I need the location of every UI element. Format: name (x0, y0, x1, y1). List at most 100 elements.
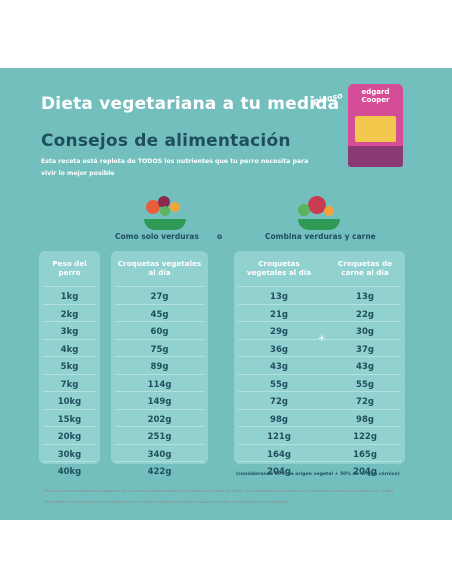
column-header-weight: Peso del perro (52, 259, 87, 277)
meat-vegetable-bowl-icon (294, 192, 344, 230)
table-cell-meat: 98g (356, 414, 374, 425)
bowl-plate (144, 219, 186, 230)
table-cell-veg-only: 202g (147, 414, 172, 425)
row-divider (43, 408, 96, 410)
table-cell-meat: 72g (356, 397, 374, 407)
row-divider (43, 391, 96, 392)
table-cell-weight: 1kg (60, 292, 79, 302)
bowl-plate (298, 219, 340, 230)
table-cell-meat: 37g (356, 344, 374, 355)
row-divider (115, 321, 204, 322)
section-title: Consejos de alimentación (41, 131, 291, 151)
table-cell-veg-only: 149g (147, 397, 172, 407)
brand-logo: edgard Cooper (361, 88, 390, 104)
table-cell-weight: 7kg (60, 379, 79, 390)
carrot-icon (324, 206, 334, 216)
table-cell-veg-only: 45g (150, 309, 169, 320)
table-cell-meat: 43g (356, 362, 374, 372)
row-divider (115, 443, 204, 445)
table-cell-meat: 204g (353, 467, 377, 477)
table-cell-veg-mixed: 98g (270, 414, 288, 425)
table-cell-meat: 22g (356, 309, 374, 320)
row-divider (238, 391, 401, 392)
row-divider (238, 443, 401, 445)
bag-dogs-illustration (348, 146, 403, 167)
row-divider (115, 356, 204, 357)
table-cell-meat: 13g (356, 292, 374, 302)
row-divider (115, 338, 204, 340)
page-title: Dieta vegetariana a tu medida (41, 94, 340, 114)
table-cell-veg-only: 422g (147, 467, 172, 477)
table-cell-veg-mixed: 13g (270, 292, 288, 302)
table-cell-meat: 30g (356, 327, 374, 337)
row-divider (238, 408, 401, 410)
row-divider (115, 303, 204, 305)
row-divider (238, 303, 401, 305)
table-cell-weight: 2kg (60, 309, 79, 320)
meat-icon (308, 196, 326, 214)
description-text: Esta receta está repleta de TODOS los nu… (41, 158, 309, 177)
row-divider (238, 321, 401, 322)
table-cell-veg-mixed: 21g (270, 309, 288, 320)
table-cell-weight: 15kg (57, 414, 82, 425)
product-bag-image: edgard Cooper (348, 84, 403, 167)
table-cell-weight: 10kg (57, 397, 82, 407)
row-divider (115, 391, 204, 392)
table-cell-weight: 4kg (60, 344, 79, 355)
row-divider (43, 373, 96, 375)
row-divider (238, 338, 401, 340)
footnote: **Esta tabla es sólo una guía ya que cad… (44, 500, 289, 504)
row-divider (115, 286, 204, 287)
row-divider (115, 426, 204, 427)
leaf-icon (298, 204, 310, 216)
heading-veg-and-meat: Combina verduras y carne (265, 232, 376, 241)
row-divider (115, 408, 204, 410)
table-cell-meat: 55g (356, 379, 374, 390)
table-cell-meat: 165g (353, 449, 377, 460)
row-divider (238, 426, 401, 427)
broccoli-icon (160, 206, 170, 216)
row-divider (238, 373, 401, 375)
table-cell-weight: 40kg (57, 467, 82, 477)
column-header-veg-only: Croquetas vegetales al día (117, 259, 202, 277)
table-cell-veg-only: 89g (150, 362, 169, 372)
heading-veg-only: Como solo verduras (115, 232, 199, 241)
table-cell-weight: 30kg (57, 449, 82, 460)
table-cell-veg-only: 75g (150, 344, 169, 355)
table-cell-weight: 3kg (60, 327, 79, 337)
column-header-meat: Croquetas de carne al día (338, 259, 392, 277)
vegetable-bowl-icon (140, 190, 190, 230)
bag-label (355, 116, 396, 142)
table-cell-veg-mixed: 55g (270, 379, 288, 390)
table-cell-veg-only: 60g (150, 327, 169, 337)
table-cell-veg-mixed: 204g (267, 467, 291, 477)
table-cell-veg-mixed: 43g (270, 362, 288, 372)
row-divider (43, 303, 96, 305)
heading-or: o (217, 232, 223, 241)
tomato-icon (146, 200, 160, 214)
column-header-veg-mixed: Croquetas vegetales al día (246, 259, 312, 277)
row-divider (43, 321, 96, 322)
row-divider (238, 356, 401, 357)
table-cell-veg-mixed: 121g (267, 432, 291, 442)
table-cell-veg-mixed: 36g (270, 344, 288, 355)
row-divider (43, 461, 96, 462)
row-divider (43, 356, 96, 357)
table-note: (considerando 50% de origen vegetal + 50… (236, 472, 400, 477)
table-cell-meat: 122g (353, 432, 377, 442)
row-divider (238, 461, 401, 462)
table-cell-weight: 5kg (60, 362, 79, 372)
row-divider (115, 373, 204, 375)
row-divider (238, 286, 401, 287)
table-cell-veg-mixed: 164g (267, 449, 291, 460)
table-cell-veg-only: 251g (147, 432, 172, 442)
table-cell-veg-mixed: 29g (270, 327, 288, 337)
carrot-icon (170, 202, 180, 212)
row-divider (43, 286, 96, 287)
beet-icon (158, 196, 170, 208)
row-divider (115, 461, 204, 462)
table-cell-veg-only: 27g (150, 292, 169, 302)
feeding-guide-card: Dieta vegetariana a tu medida Consejos d… (0, 68, 452, 520)
row-divider (43, 426, 96, 427)
row-divider (43, 443, 96, 445)
